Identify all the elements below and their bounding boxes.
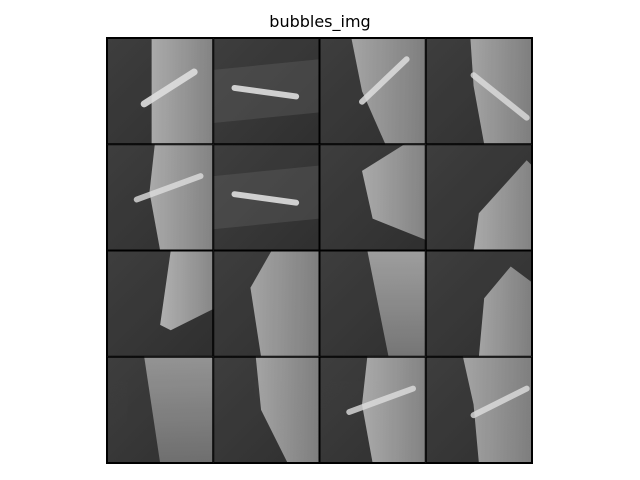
- bubbles-image-grid: [106, 37, 533, 464]
- image-tile-r1c3: [319, 38, 426, 145]
- image-tile-r4c2: [213, 356, 320, 463]
- image-tile-r3c2: [213, 250, 320, 357]
- image-tile-r2c3: [319, 144, 426, 251]
- image-tile-r2c4: [425, 144, 532, 251]
- image-tile-r3c4: [425, 250, 532, 357]
- image-tile-r1c1: [107, 38, 214, 145]
- image-tile-r1c2: [213, 38, 320, 145]
- bubbles-grid-svg: [107, 38, 532, 463]
- image-tile-r2c2: [213, 144, 320, 251]
- image-tile-r4c4: [425, 356, 532, 463]
- image-tile-r1c4: [425, 38, 532, 145]
- image-tile-r2c1: [107, 144, 214, 251]
- image-tile-r4c3: [319, 356, 426, 463]
- figure-title: bubbles_img: [269, 12, 371, 31]
- image-tile-r4c1: [107, 356, 214, 463]
- image-tile-r3c3: [319, 250, 426, 357]
- image-tile-r3c1: [107, 250, 214, 357]
